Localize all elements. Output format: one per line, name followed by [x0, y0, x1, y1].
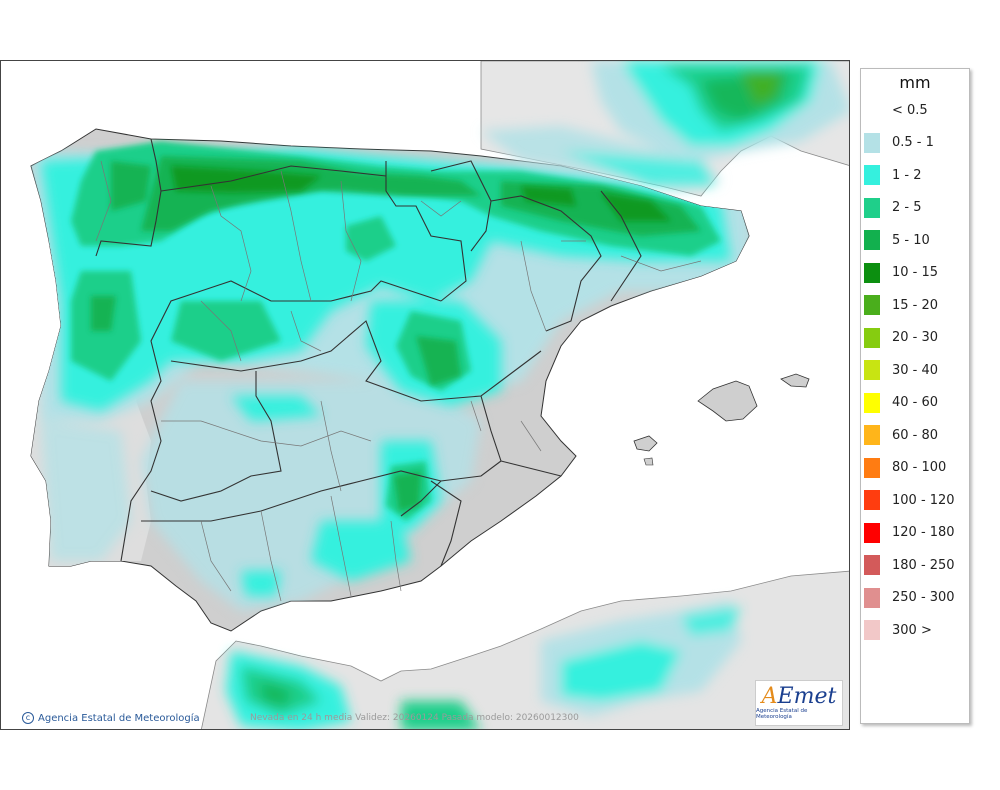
legend-swatch [864, 132, 880, 153]
legend-item: 180 - 250 [864, 555, 955, 575]
mallorca [697, 380, 758, 422]
legend-label: 1 - 2 [892, 167, 922, 183]
formentera [643, 457, 654, 466]
legend-item: 300 > [864, 620, 932, 640]
legend-label: 60 - 80 [892, 427, 939, 443]
snow-layer-africa [226, 601, 741, 729]
legend-item: 2 - 5 [864, 197, 922, 218]
legend-label: 250 - 300 [892, 590, 955, 605]
legend-label: 10 - 15 [892, 265, 939, 280]
legend-item: 30 - 40 [864, 360, 939, 380]
legend-swatch [864, 392, 880, 413]
legend-label: 2 - 5 [892, 200, 922, 215]
map-canvas [1, 61, 849, 729]
aemet-logo: AEmet Agencia Estatal de Meteorología [755, 680, 843, 726]
legend-label: 20 - 30 [892, 330, 939, 345]
legend-label: < 0.5 [892, 102, 928, 118]
legend-swatch [864, 587, 880, 608]
legend-panel: mm < 0.5 0.5 - 1 1 - 2 2 - 5 5 - 10 10 - 15 15… [860, 68, 970, 724]
legend-swatch [864, 360, 880, 380]
legend-swatch [864, 522, 880, 543]
legend-label: 120 - 180 [892, 525, 955, 540]
legend-label: 30 - 40 [892, 362, 939, 378]
snow-layer-france [481, 61, 849, 191]
legend-item: 250 - 300 [864, 587, 955, 608]
credit-text: Agencia Estatal de Meteorología [38, 712, 200, 724]
logo-word: AEmet [761, 684, 837, 709]
legend-label: 5 - 10 [892, 232, 930, 248]
legend-label: 40 - 60 [892, 395, 939, 410]
legend-swatch [864, 165, 880, 185]
legend-item: 100 - 120 [864, 490, 955, 510]
legend-label: 0.5 - 1 [892, 135, 934, 150]
legend-item: < 0.5 [864, 100, 928, 120]
legend-label: 180 - 250 [892, 557, 955, 573]
province-borders [95, 160, 702, 602]
legend-item: 5 - 10 [864, 230, 930, 250]
legend-swatch [864, 620, 880, 640]
legend-label: 80 - 100 [892, 460, 947, 475]
legend-item: 60 - 80 [864, 425, 939, 445]
validity-text: Nevada en 24 h media Validez: 20260124 P… [250, 713, 579, 723]
ibiza [633, 435, 658, 452]
legend-swatch [864, 555, 880, 575]
legend-label: 300 > [892, 622, 932, 638]
legend-swatch [864, 197, 880, 218]
legend-label: 15 - 20 [892, 297, 939, 313]
logo-subtitle: Agencia Estatal de Meteorología [756, 708, 808, 720]
legend-unit: mm [899, 73, 931, 92]
legend-label: 100 - 120 [892, 492, 955, 508]
menorca [780, 373, 810, 388]
credit-line: c Agencia Estatal de Meteorología [22, 712, 200, 724]
legend-swatch [864, 327, 880, 348]
legend-swatch [864, 230, 880, 250]
legend-swatch [864, 262, 880, 283]
snow-layer-land [31, 141, 749, 611]
legend-item: 80 - 100 [864, 457, 947, 478]
legend-item: 15 - 20 [864, 295, 939, 315]
legend-item: 10 - 15 [864, 262, 939, 283]
copyright-icon: c [22, 712, 34, 724]
legend-swatch [864, 490, 880, 510]
legend-item: 1 - 2 [864, 165, 922, 185]
regional-borders [95, 138, 642, 567]
legend-item: 0.5 - 1 [864, 132, 934, 153]
snow-forecast-map [0, 60, 850, 730]
legend-item: 20 - 30 [864, 327, 939, 348]
legend-item: 40 - 60 [864, 392, 939, 413]
legend-item: 120 - 180 [864, 522, 955, 543]
legend-swatch [864, 457, 880, 478]
legend-swatch [864, 100, 880, 120]
legend-swatch [864, 425, 880, 445]
legend-swatch [864, 295, 880, 315]
